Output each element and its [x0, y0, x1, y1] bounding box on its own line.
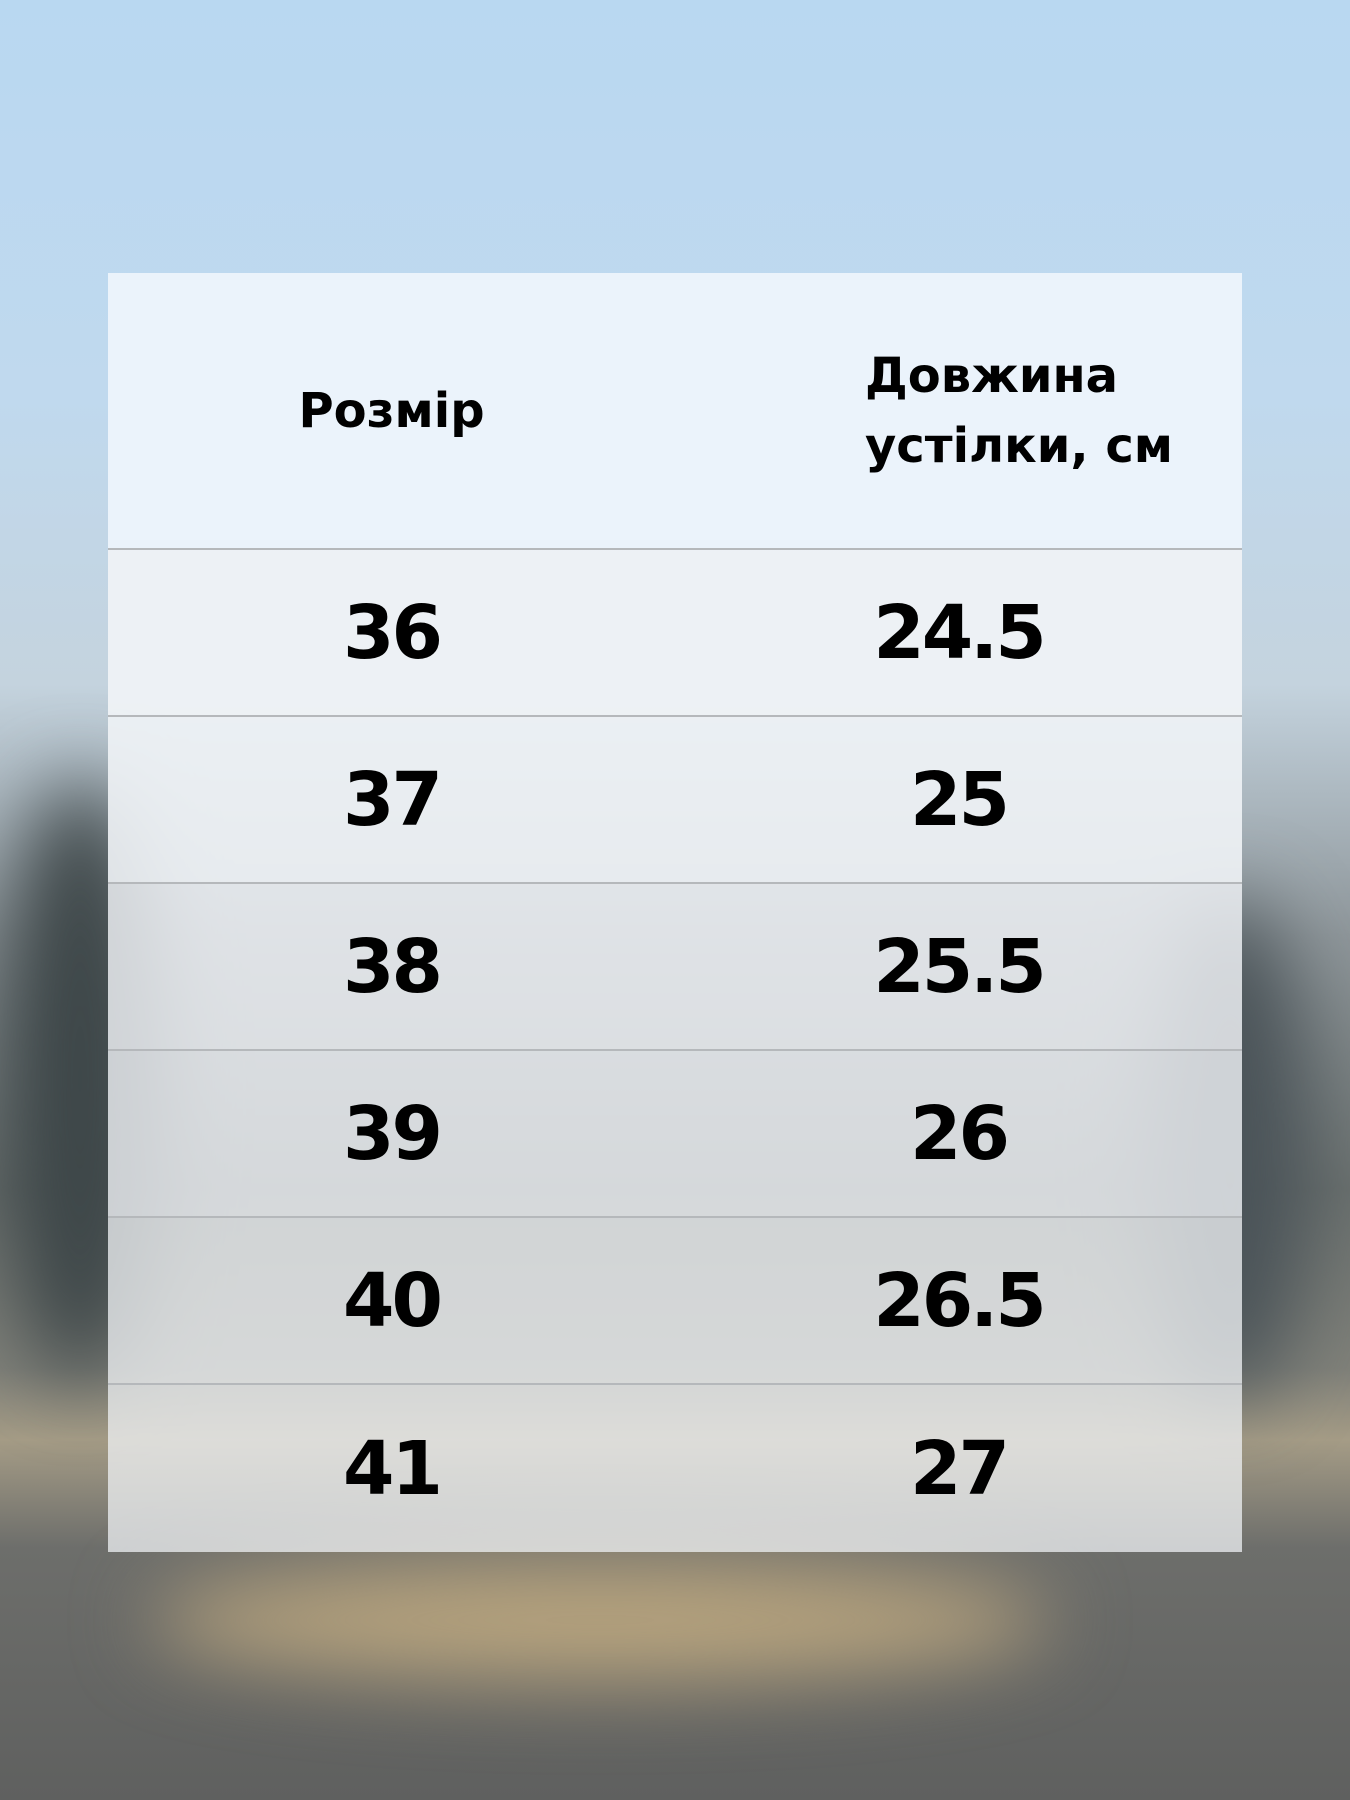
size-cell: 40	[343, 1257, 443, 1344]
length-cell: 27	[910, 1425, 1010, 1512]
length-cell: 24.5	[873, 589, 1047, 676]
size-cell: 36	[343, 589, 443, 676]
size-cell: 39	[343, 1090, 443, 1177]
length-cell: 26.5	[873, 1257, 1047, 1344]
size-cell: 38	[343, 923, 443, 1010]
table-row: 40 26.5	[108, 1218, 1242, 1385]
size-cell: 41	[343, 1425, 443, 1512]
table-row: 38 25.5	[108, 884, 1242, 1051]
length-cell: 25.5	[873, 923, 1047, 1010]
table-row: 37 25	[108, 717, 1242, 884]
table-body: 36 24.5 37 25 38 25.5 39 26 40 26.5 41 27	[108, 550, 1242, 1552]
table-row: 39 26	[108, 1051, 1242, 1218]
table-header: Розмір Довжина устілки, см	[108, 273, 1242, 550]
table-row: 41 27	[108, 1385, 1242, 1552]
background-blur	[150, 1560, 1050, 1680]
length-cell: 25	[910, 756, 1010, 843]
length-cell: 26	[910, 1090, 1010, 1177]
size-cell: 37	[343, 756, 443, 843]
header-insole-length: Довжина устілки, см	[865, 347, 1174, 474]
size-table: Розмір Довжина устілки, см 36 24.5 37 25 38 2…	[108, 273, 1242, 1552]
table-row: 36 24.5	[108, 550, 1242, 717]
header-size: Розмір	[298, 382, 485, 439]
